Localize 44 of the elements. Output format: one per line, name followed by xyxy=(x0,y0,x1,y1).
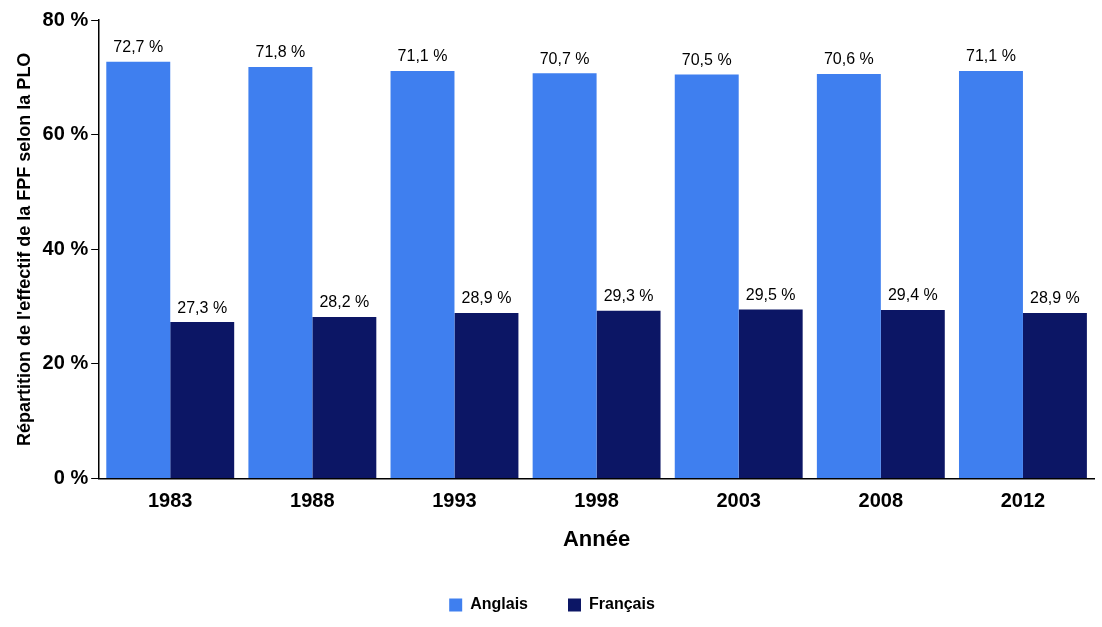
data-label: 71,1 % xyxy=(966,47,1016,65)
y-tick-label: 40 % xyxy=(42,236,89,259)
legend-label: Français xyxy=(588,595,655,613)
data-label: 28,9 % xyxy=(1030,289,1080,307)
bar xyxy=(390,71,455,479)
bar xyxy=(596,310,661,479)
data-label: 28,2 % xyxy=(319,293,370,311)
x-tick-label: 1983 xyxy=(147,489,193,512)
legend-label: Anglais xyxy=(470,595,529,613)
bar xyxy=(454,312,519,479)
data-label: 71,8 % xyxy=(255,43,306,61)
bar xyxy=(674,74,739,479)
bar xyxy=(816,73,881,479)
data-label: 70,6 % xyxy=(823,50,874,68)
bar xyxy=(1022,312,1087,479)
x-tick-label: 1998 xyxy=(574,489,619,512)
x-tick-label: 2008 xyxy=(858,489,904,512)
y-tick-label: 0 % xyxy=(53,466,89,489)
data-label: 71,1 % xyxy=(397,47,448,65)
x-tick-label: 1993 xyxy=(432,489,477,512)
bar xyxy=(248,67,313,479)
x-axis-title: Année xyxy=(562,525,631,551)
bar xyxy=(880,310,945,479)
data-label: 70,7 % xyxy=(539,49,590,67)
data-label: 29,3 % xyxy=(603,287,654,305)
y-tick-label: 20 % xyxy=(42,351,89,374)
y-tick-label: 60 % xyxy=(42,122,89,145)
data-label: 28,9 % xyxy=(461,289,512,307)
x-tick-label: 2012 xyxy=(1000,489,1046,512)
data-label: 29,5 % xyxy=(745,285,796,303)
data-label: 70,5 % xyxy=(681,50,732,68)
bar xyxy=(312,316,377,479)
y-tick-label: 80 % xyxy=(42,7,89,30)
bar xyxy=(106,61,171,479)
x-tick-label: 2003 xyxy=(716,489,761,512)
data-label: 27,3 % xyxy=(177,298,228,316)
data-label: 72,7 % xyxy=(113,38,164,56)
bar xyxy=(958,71,1023,479)
bar xyxy=(738,309,803,479)
bar xyxy=(532,73,597,479)
data-label: 29,4 % xyxy=(887,286,938,304)
bar xyxy=(170,322,235,479)
x-tick-label: 1988 xyxy=(290,489,335,512)
y-axis-title: Répartition de l'effectif de la FPF selon la PLO xyxy=(13,52,34,446)
